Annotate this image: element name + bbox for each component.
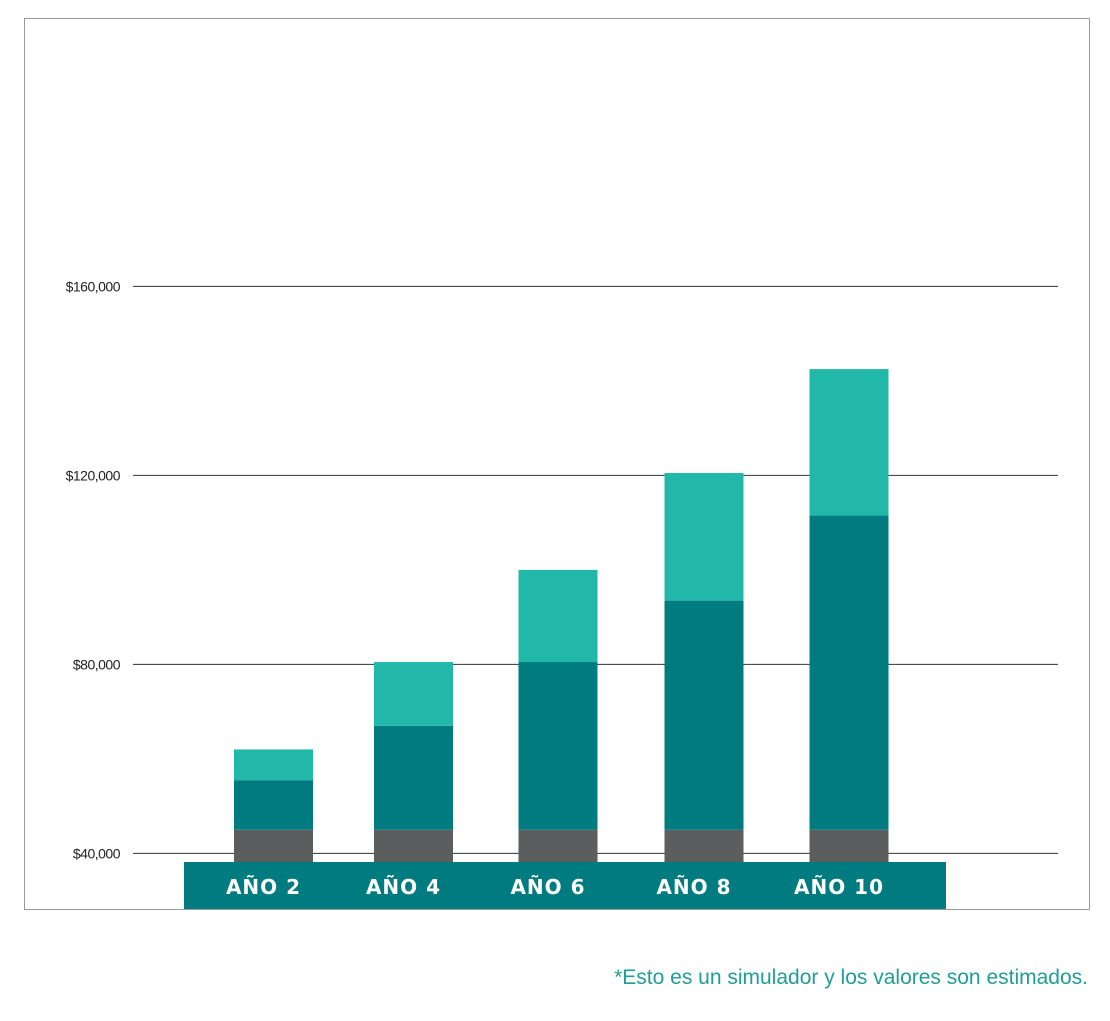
footnote: *Esto es un simulador y los valores son … xyxy=(614,966,1088,989)
bar-segment xyxy=(664,600,744,830)
bar-segment xyxy=(518,662,598,830)
x-category-label: AÑO 8 xyxy=(656,875,731,899)
stacked-bar-chart: $40,000 $80,000 $120,000 $160,000 AÑO 2 AÑO 4… xyxy=(66,278,1058,909)
bar-segment xyxy=(374,829,453,862)
bar-segment xyxy=(809,829,889,862)
y-tick-label: $160,000 xyxy=(66,278,121,294)
bar-segment xyxy=(809,515,889,830)
bar-segment xyxy=(374,662,453,726)
category-band xyxy=(184,862,946,909)
bar-segment xyxy=(234,749,313,781)
y-tick-label: $120,000 xyxy=(66,467,121,483)
y-tick-label: $40,000 xyxy=(73,845,121,861)
bar-segment xyxy=(234,780,313,830)
x-category-label: AÑO 4 xyxy=(366,875,441,899)
x-category-label: AÑO 10 xyxy=(794,875,884,899)
bar-segment xyxy=(234,829,313,862)
bar-segment xyxy=(518,569,598,663)
y-tick-label: $80,000 xyxy=(73,656,121,672)
x-category-label: AÑO 2 xyxy=(226,875,301,899)
bar-segment xyxy=(809,369,889,516)
bar-segment xyxy=(518,829,598,862)
x-category-label: AÑO 6 xyxy=(510,875,585,899)
bar-segment xyxy=(374,725,453,830)
bar-segment xyxy=(664,829,744,862)
bar-segment xyxy=(664,473,744,601)
